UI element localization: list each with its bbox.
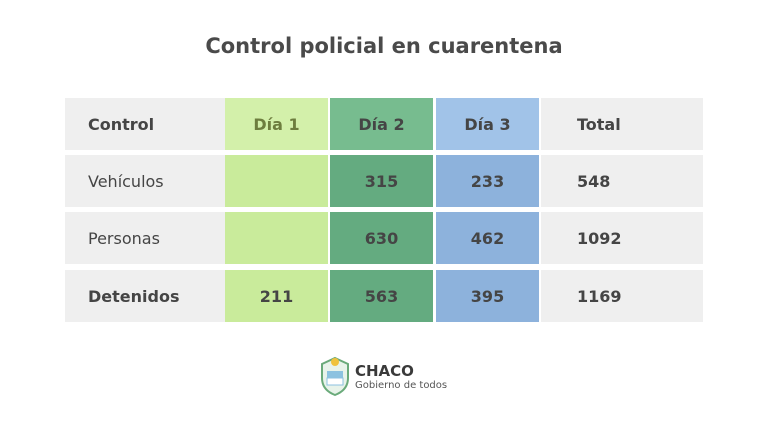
column-header: Día 1 [225,98,328,150]
row-label: Personas [65,212,225,264]
column-header: Total [541,98,703,150]
table-cell [225,212,328,264]
table-cell: 1092 [541,212,703,264]
column-header: Día 2 [330,98,433,150]
brand: CHACO [355,362,414,380]
column-header: Día 3 [436,98,539,150]
table-cell: 315 [330,155,433,207]
table-cell: 395 [436,270,539,322]
row-label: Vehículos [65,155,225,207]
table-cell: 630 [330,212,433,264]
slogan: Gobierno de todos [355,380,448,391]
table-cell: 462 [436,212,539,264]
row-label: Detenidos [65,270,225,322]
table-cell: 1169 [541,270,703,322]
table-cell: 233 [436,155,539,207]
title: Control policial en cuarentena [205,34,563,58]
table-cell: 563 [330,270,433,322]
table-cell [225,155,328,207]
column-header: Control [65,98,225,150]
table-cell: 211 [225,270,328,322]
logo-icon [321,356,349,397]
table-cell: 548 [541,155,703,207]
